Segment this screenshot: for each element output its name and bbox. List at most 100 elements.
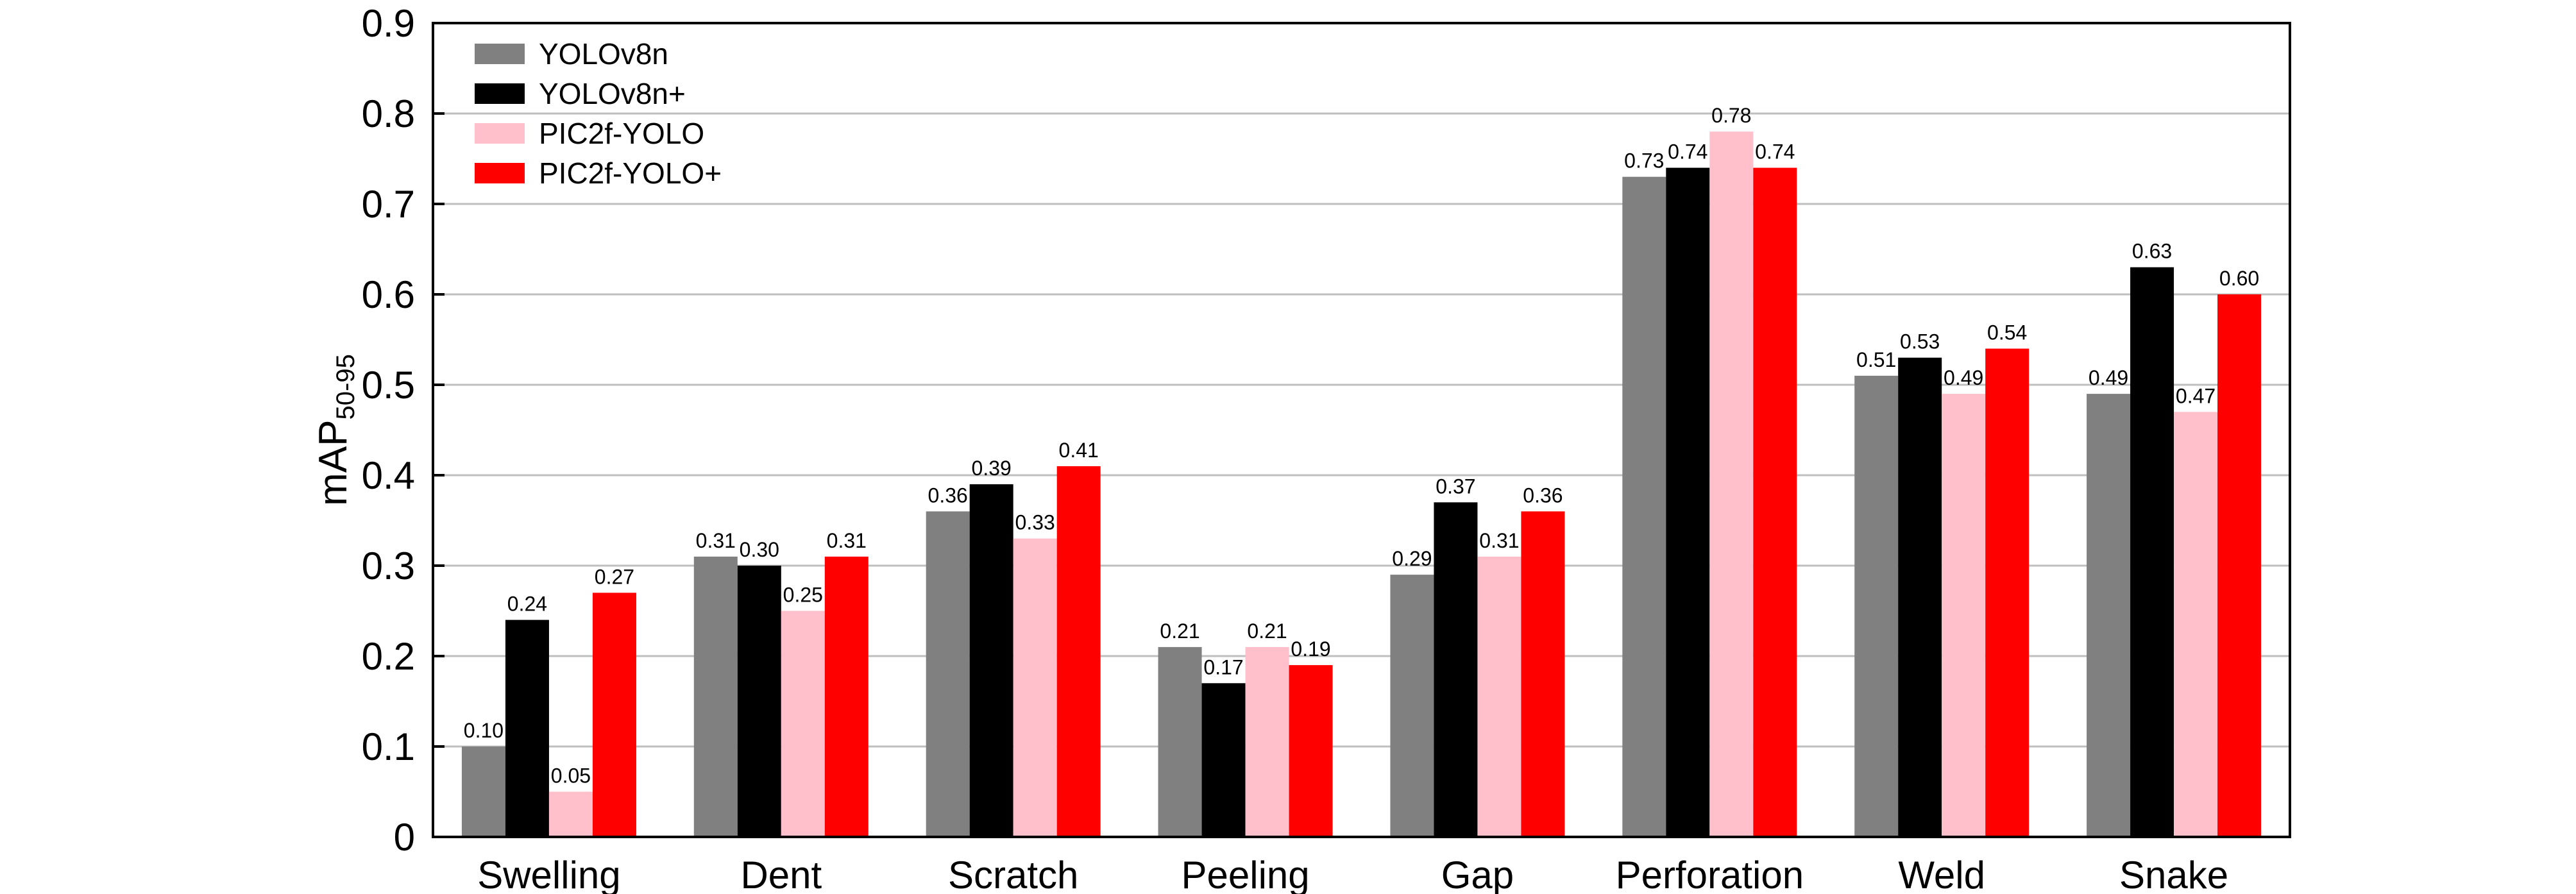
data-labels: 0.100.240.050.270.31 0.300.250.310.360.39…: [464, 104, 2259, 787]
bar: [461, 746, 505, 837]
bars: [461, 131, 2262, 838]
data-label: 0.54: [1987, 321, 2027, 344]
bar: [781, 611, 825, 837]
x-tick-label: Perforation: [1616, 854, 1804, 894]
y-axis-label: mAP50-95: [311, 354, 360, 506]
y-tick-label: 0.2: [362, 635, 415, 678]
bar: [1477, 556, 1521, 837]
bar: [1942, 394, 1986, 837]
data-label: 0.21: [1160, 620, 1199, 643]
x-tick-label: Weld: [1898, 854, 1985, 894]
data-label: 0.17: [1203, 655, 1243, 679]
x-axis-ticks: Swelling Dent Scratch Peeling Gap Perforation…: [477, 854, 2228, 894]
y-tick-label: 0.1: [362, 725, 415, 768]
bar: [592, 593, 636, 837]
data-label: 0.27: [595, 565, 634, 588]
bar: [1666, 167, 1710, 838]
legend-swatch: [475, 83, 525, 104]
y-tick-label: 0.5: [362, 364, 415, 407]
bar: [1390, 575, 1434, 837]
bar: [1434, 502, 1478, 837]
legend-item: PIC2f-YOLO: [475, 117, 704, 150]
bar: [693, 556, 738, 837]
x-tick-label: Scratch: [948, 854, 1078, 894]
bar: [2217, 294, 2262, 837]
bar: [1289, 665, 1333, 837]
bar: [548, 791, 593, 837]
legend-label: YOLOv8n+: [539, 77, 686, 110]
data-label: 0.78: [1711, 104, 1751, 127]
bar: [1201, 683, 1246, 837]
legend-item: YOLOv8n+: [475, 77, 686, 110]
data-label: 0.36: [928, 484, 968, 507]
x-tick-label: Dent: [740, 854, 822, 894]
legend: YOLOv8n YOLOv8n+ PIC2f-YOLO PIC2f-YOLO+: [475, 37, 722, 190]
bar: [969, 484, 1013, 837]
legend-label: PIC2f-YOLO+: [539, 156, 722, 190]
data-label: 0.74: [1668, 140, 1707, 164]
x-tick-label: Gap: [1441, 854, 1514, 894]
legend-item: PIC2f-YOLO+: [475, 156, 722, 190]
bar: [926, 511, 970, 837]
y-axis-label-main: mAP: [311, 419, 355, 505]
legend-label: YOLOv8n: [539, 37, 668, 71]
bar: [1013, 538, 1057, 837]
data-label: 0.47: [2176, 384, 2216, 407]
legend-item: YOLOv8n: [475, 37, 668, 71]
x-tick-label: Swelling: [477, 854, 620, 894]
data-label: 0.31: [696, 529, 736, 552]
data-label: 0.36: [1523, 484, 1563, 507]
legend-swatch: [475, 163, 525, 183]
bar: [1158, 646, 1202, 837]
y-tick-label: 0.8: [362, 92, 415, 135]
data-label: 0.33: [1015, 511, 1055, 534]
data-label: 0.74: [1755, 140, 1795, 164]
y-axis-label-subscript: 50-95: [332, 354, 360, 419]
y-tick-label: 0.4: [362, 454, 415, 497]
y-tick-label: 0.7: [362, 183, 415, 226]
data-label: 0.25: [783, 584, 823, 607]
bar: [1056, 466, 1101, 837]
data-label: 0.37: [1436, 475, 1475, 498]
bar: [1709, 131, 1754, 838]
y-tick-label: 0.9: [362, 2, 415, 45]
data-label: 0.53: [1900, 330, 1940, 353]
data-label: 0.51: [1856, 348, 1896, 371]
data-label: 0.21: [1247, 620, 1287, 643]
data-label: 0.63: [2132, 240, 2172, 263]
data-label: 0.31: [1479, 529, 1519, 552]
legend-swatch: [475, 123, 525, 144]
data-label: 0.39: [972, 457, 1012, 480]
plot-frame: [432, 22, 2291, 838]
bar: [824, 556, 869, 837]
bar: [1854, 375, 1899, 837]
y-tick-label: 0: [394, 816, 415, 859]
bar: [505, 620, 549, 837]
x-tick-label: Peeling: [1181, 854, 1309, 894]
legend-swatch: [475, 44, 525, 64]
bar: [1521, 511, 1565, 837]
bar: [2174, 412, 2218, 837]
data-label: 0.19: [1291, 637, 1330, 661]
bar: [737, 566, 781, 837]
data-label: 0.73: [1624, 149, 1664, 173]
bar: [2087, 394, 2131, 837]
y-axis-ticks: 0 0.1 0.2 0.3 0.4 0.5 0.6 0.7 0.8 0.9: [362, 2, 445, 859]
data-label: 0.60: [2219, 267, 2259, 290]
bar: [1985, 348, 2029, 837]
bar: [1245, 646, 1289, 837]
bar: [1753, 167, 1797, 838]
bar: [1898, 357, 1942, 837]
data-label: 0.49: [2089, 366, 2128, 389]
data-label: 0.05: [551, 764, 591, 788]
data-label: 0.24: [507, 593, 547, 616]
bar: [1622, 176, 1666, 838]
data-label: 0.31: [827, 529, 867, 552]
data-label: 0.49: [1944, 366, 1983, 389]
data-label: 0.29: [1392, 547, 1432, 570]
bar: [2130, 267, 2174, 837]
legend-label: PIC2f-YOLO: [539, 117, 704, 150]
data-label: 0.10: [464, 719, 504, 742]
y-tick-label: 0.6: [362, 273, 415, 316]
